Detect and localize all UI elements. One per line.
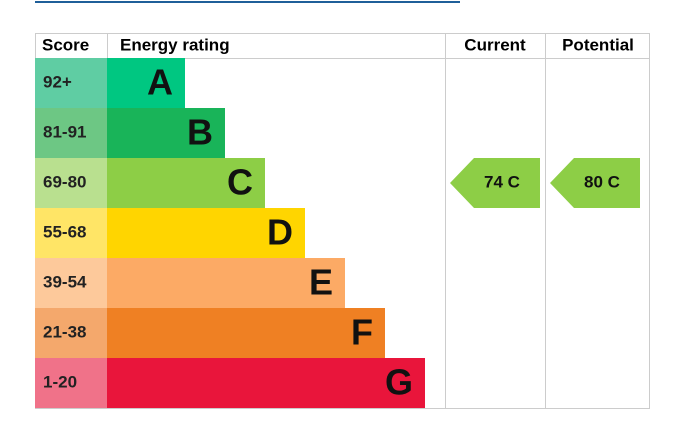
rating-letter: A xyxy=(147,62,173,103)
potential-label: 80 C xyxy=(584,172,620,191)
header-score: Score xyxy=(42,35,89,54)
potential-arrow xyxy=(550,158,640,208)
rating-letter: G xyxy=(385,362,413,403)
score-label: 55-68 xyxy=(43,222,86,241)
rating-bar xyxy=(107,258,345,308)
rating-bar xyxy=(107,58,185,108)
rating-letter: F xyxy=(351,312,373,353)
score-cell xyxy=(35,258,107,308)
score-label: 69-80 xyxy=(43,172,86,191)
score-cell xyxy=(35,158,107,208)
rating-bar xyxy=(107,208,305,258)
rating-letter: E xyxy=(309,262,333,303)
rating-bar xyxy=(107,308,385,358)
score-label: 81-91 xyxy=(43,122,86,141)
score-cell xyxy=(35,108,107,158)
current-label: 74 C xyxy=(484,172,520,191)
score-label: 21-38 xyxy=(43,322,86,341)
header-current: Current xyxy=(464,35,526,54)
current-arrow xyxy=(450,158,540,208)
score-cell xyxy=(35,308,107,358)
rating-bar xyxy=(107,158,265,208)
rating-letter: B xyxy=(187,112,213,153)
rating-bar xyxy=(107,108,225,158)
score-label: 39-54 xyxy=(43,272,87,291)
rating-letter: C xyxy=(227,162,253,203)
score-label: 1-20 xyxy=(43,372,77,391)
score-cell xyxy=(35,358,107,408)
rating-letter: D xyxy=(267,212,293,253)
score-label: 92+ xyxy=(43,72,72,91)
rating-bar xyxy=(107,358,425,408)
header-potential: Potential xyxy=(562,35,634,54)
header-rating: Energy rating xyxy=(120,35,230,54)
score-cell xyxy=(35,58,107,108)
score-cell xyxy=(35,208,107,258)
